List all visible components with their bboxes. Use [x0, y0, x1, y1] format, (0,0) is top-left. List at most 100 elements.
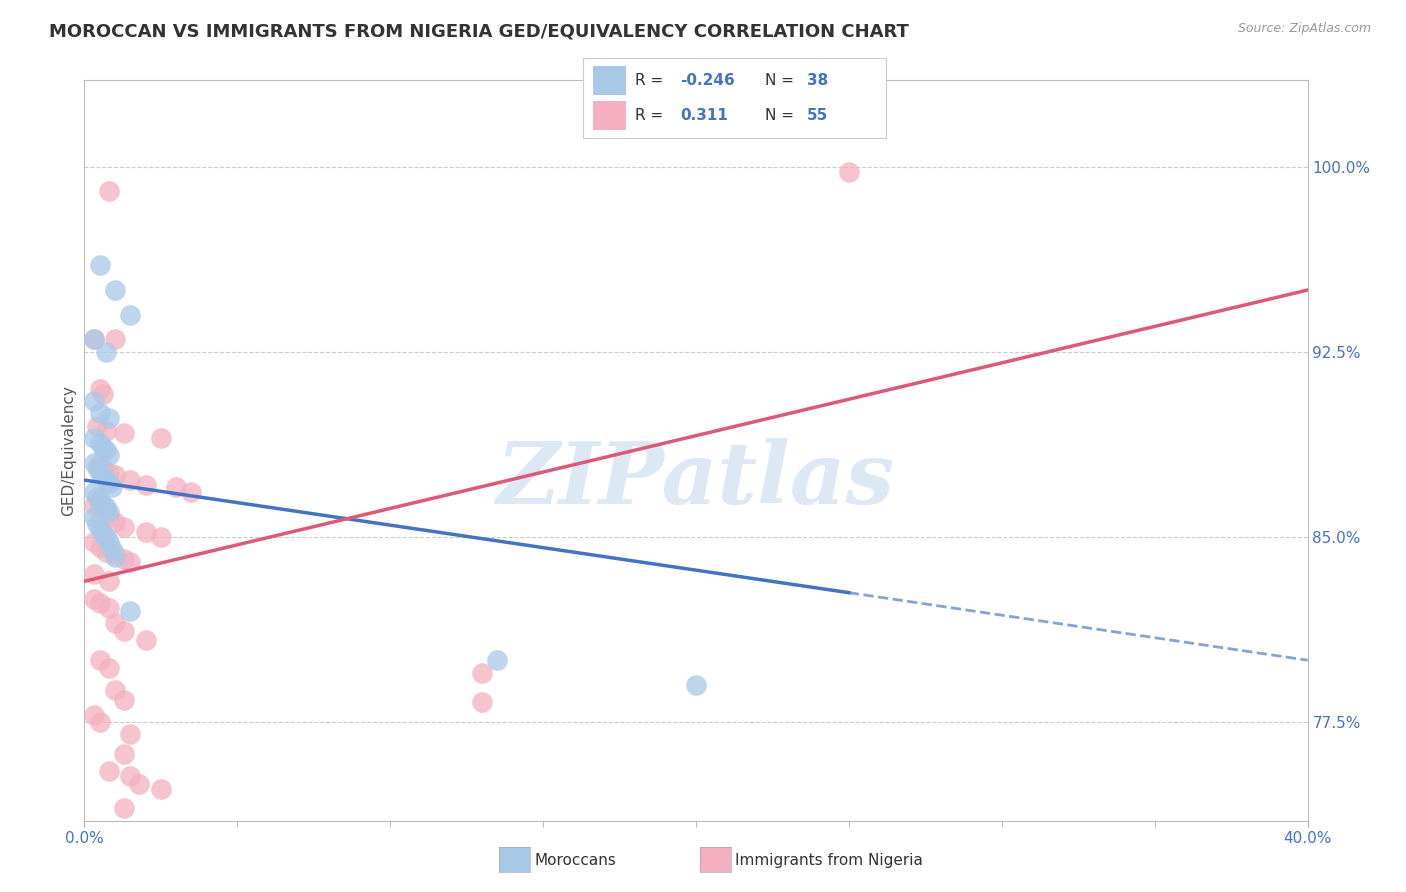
- Point: [120, 473, 142, 487]
- Point: [165, 480, 187, 494]
- Point: [149, 530, 172, 544]
- Point: [91, 468, 114, 483]
- Point: [83, 485, 105, 500]
- Point: [180, 485, 202, 500]
- Point: [838, 164, 860, 178]
- Point: [685, 678, 707, 692]
- Point: [91, 527, 114, 541]
- Point: [89, 382, 111, 396]
- Point: [94, 530, 117, 544]
- Point: [94, 473, 117, 487]
- Point: [97, 411, 120, 425]
- Point: [101, 480, 124, 494]
- Point: [94, 500, 117, 515]
- Point: [112, 801, 135, 815]
- Point: [94, 505, 117, 519]
- Point: [89, 436, 111, 450]
- Point: [120, 769, 142, 783]
- Point: [104, 468, 127, 483]
- Point: [83, 591, 105, 606]
- Text: 0.311: 0.311: [681, 108, 728, 123]
- Point: [101, 542, 124, 557]
- Point: [94, 443, 117, 458]
- Point: [135, 633, 157, 648]
- Text: N =: N =: [765, 108, 799, 123]
- Point: [94, 424, 117, 438]
- Point: [97, 510, 120, 524]
- Bar: [592, 66, 626, 95]
- Point: [97, 601, 120, 615]
- Point: [97, 660, 120, 674]
- Point: [89, 540, 111, 554]
- Point: [89, 492, 111, 507]
- Point: [89, 258, 111, 272]
- Point: [97, 475, 120, 490]
- Point: [112, 747, 135, 761]
- Point: [104, 332, 127, 346]
- Point: [120, 727, 142, 741]
- Point: [89, 456, 111, 470]
- Point: [97, 184, 120, 198]
- Point: [91, 460, 114, 475]
- Point: [89, 500, 111, 515]
- Text: R =: R =: [636, 73, 668, 88]
- Point: [83, 431, 105, 445]
- Point: [83, 707, 105, 722]
- Point: [97, 574, 120, 589]
- Point: [112, 426, 135, 441]
- Point: [120, 554, 142, 569]
- Point: [97, 534, 120, 549]
- Text: MOROCCAN VS IMMIGRANTS FROM NIGERIA GED/EQUIVALENCY CORRELATION CHART: MOROCCAN VS IMMIGRANTS FROM NIGERIA GED/…: [49, 22, 910, 40]
- Point: [104, 547, 127, 561]
- Point: [104, 682, 127, 697]
- Text: Source: ZipAtlas.com: Source: ZipAtlas.com: [1237, 22, 1371, 36]
- Point: [83, 394, 105, 409]
- Point: [91, 498, 114, 512]
- Text: 38: 38: [807, 73, 828, 88]
- Point: [91, 386, 114, 401]
- Point: [89, 523, 111, 537]
- Point: [135, 478, 157, 492]
- Point: [112, 520, 135, 534]
- Bar: [592, 102, 626, 130]
- Text: N =: N =: [765, 73, 799, 88]
- Point: [83, 332, 105, 346]
- Point: [104, 515, 127, 529]
- Point: [89, 466, 111, 480]
- Point: [94, 344, 117, 359]
- Point: [104, 283, 127, 297]
- Point: [97, 764, 120, 779]
- Text: 55: 55: [807, 108, 828, 123]
- Point: [83, 510, 105, 524]
- Point: [83, 534, 105, 549]
- Point: [97, 505, 120, 519]
- Point: [104, 549, 127, 564]
- Text: R =: R =: [636, 108, 673, 123]
- Point: [89, 406, 111, 420]
- Text: -0.246: -0.246: [681, 73, 735, 88]
- Point: [149, 781, 172, 796]
- Point: [83, 332, 105, 346]
- Point: [104, 616, 127, 631]
- Text: Immigrants from Nigeria: Immigrants from Nigeria: [735, 853, 924, 868]
- Point: [91, 441, 114, 455]
- Point: [120, 308, 142, 322]
- Point: [83, 566, 105, 581]
- Point: [86, 491, 108, 505]
- Point: [86, 460, 108, 475]
- Point: [89, 597, 111, 611]
- Point: [471, 695, 494, 709]
- Y-axis label: GED/Equivalency: GED/Equivalency: [60, 385, 76, 516]
- Point: [149, 431, 172, 445]
- Point: [112, 692, 135, 706]
- Point: [83, 456, 105, 470]
- Point: [97, 466, 120, 480]
- Point: [86, 418, 108, 433]
- Point: [112, 552, 135, 566]
- Point: [94, 544, 117, 558]
- Point: [89, 714, 111, 729]
- Point: [135, 524, 157, 539]
- Point: [112, 624, 135, 638]
- Point: [128, 776, 150, 790]
- Text: Moroccans: Moroccans: [534, 853, 616, 868]
